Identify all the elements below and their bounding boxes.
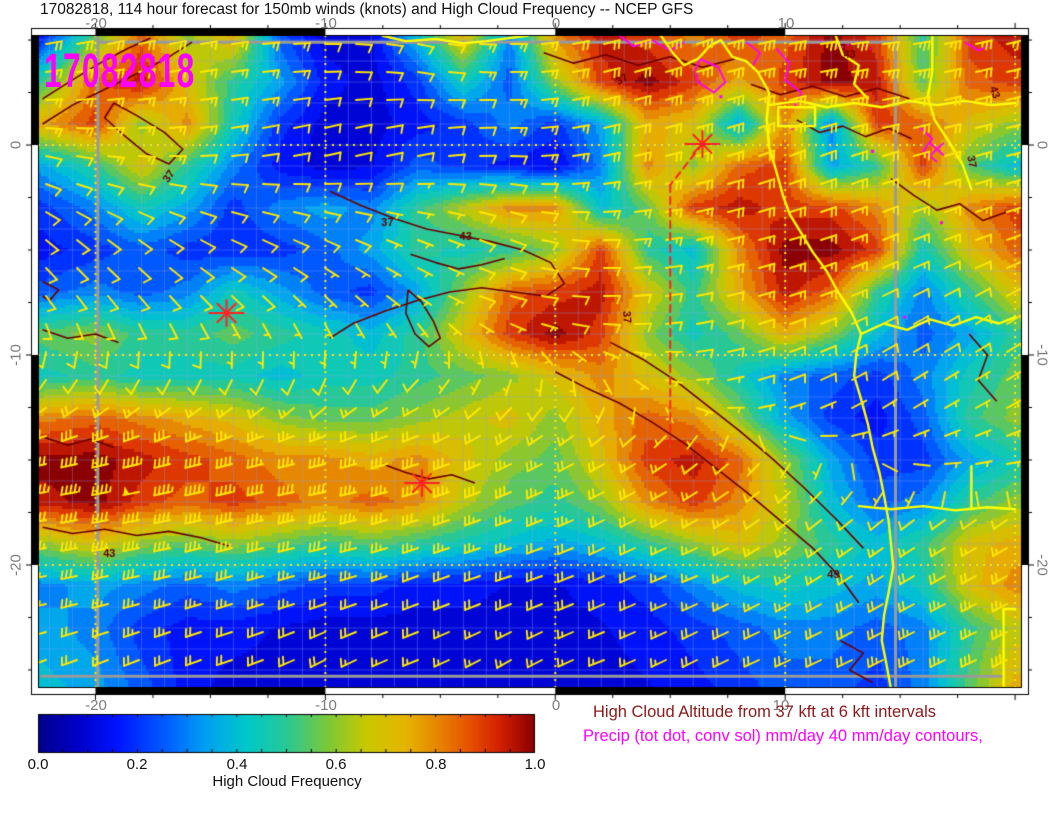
bottom-axis-tick--20: -20 [85, 697, 107, 714]
altitude-note: High Cloud Altitude from 37 kft at 6 kft… [593, 703, 936, 721]
precip-note: Precip (tot dot, conv sol) mm/day 40 mm/… [583, 727, 983, 745]
bottom-axis-tick--10: -10 [315, 697, 337, 714]
top-axis-tick--10: -10 [315, 15, 337, 32]
colorbar-tick-1.0: 1.0 [524, 756, 546, 773]
right-axis-tick-0: 0 [1033, 140, 1051, 150]
colorbar-tick-0.8: 0.8 [425, 756, 447, 773]
forecast-timestamp: 17082818 [44, 45, 196, 98]
left-axis-tick-0: 0 [7, 140, 25, 150]
top-axis-tick-0: 0 [551, 15, 561, 32]
top-axis-tick-10: 10 [777, 15, 795, 32]
right-axis-tick--10: -10 [1033, 344, 1051, 366]
bottom-axis-tick-0: 0 [551, 697, 561, 714]
colorbar-tick-0.0: 0.0 [27, 756, 49, 773]
colorbar-label: High Cloud Frequency [212, 773, 362, 790]
colorbar-tick-0.4: 0.4 [226, 756, 248, 773]
page-title: 17082818, 114 hour forecast for 150mb wi… [40, 1, 694, 18]
colorbar-tick-0.6: 0.6 [325, 756, 347, 773]
colorbar-tick-0.2: 0.2 [126, 756, 148, 773]
left-axis-tick--10: -10 [7, 344, 25, 366]
bottom-axis-tick-10: 10 [772, 697, 790, 714]
left-axis-tick--20: -20 [7, 554, 25, 576]
top-axis-tick--20: -20 [85, 15, 107, 32]
right-axis-tick--20: -20 [1033, 554, 1051, 576]
